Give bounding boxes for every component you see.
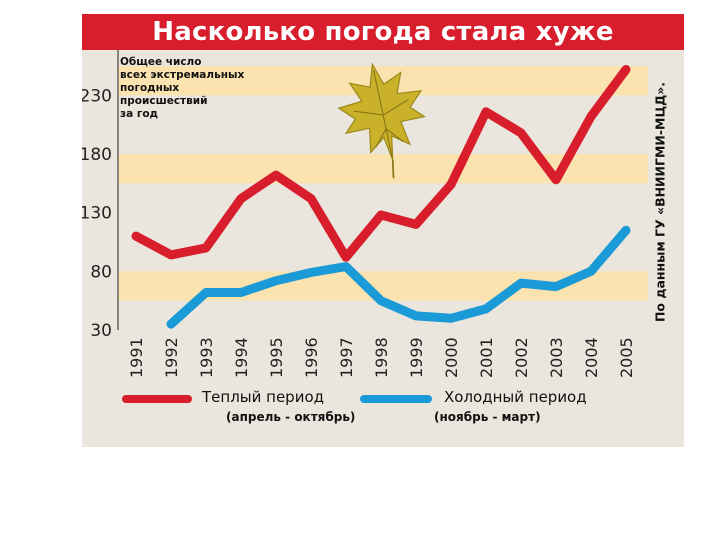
chart-title: Насколько погода стала хуже bbox=[152, 17, 614, 47]
x-tick-label: 1993 bbox=[197, 337, 216, 378]
series-line-warm bbox=[131, 65, 631, 262]
y-tick-label: 30 bbox=[90, 321, 112, 341]
legend-swatch-cold bbox=[360, 395, 432, 403]
x-tick-label: 2002 bbox=[512, 337, 531, 378]
x-tick-labels: 1991 1992 1993 1994 1995 1996 1997 1998 1999 2000… bbox=[127, 337, 636, 378]
x-tick-label: 1998 bbox=[372, 337, 391, 378]
y-tick-label: 130 bbox=[82, 204, 112, 224]
title-banner: Насколько погода стала хуже bbox=[82, 14, 684, 50]
y-tick-labels: 30 80 130 180 230 bbox=[82, 86, 112, 341]
x-tick-label: 2005 bbox=[617, 337, 636, 378]
x-tick-label: 1992 bbox=[162, 337, 181, 378]
x-tick-label: 1996 bbox=[302, 337, 321, 378]
legend-swatch-warm bbox=[122, 395, 192, 403]
x-tick-label: 1991 bbox=[127, 337, 146, 378]
infographic-card: Насколько погода стала хуже 30 80 130 180 23… bbox=[82, 14, 684, 447]
legend-label-cold: Холодный период bbox=[444, 388, 587, 406]
x-tick-label: 2000 bbox=[442, 337, 461, 378]
series-line-cold bbox=[166, 225, 631, 329]
x-tick-label: 1995 bbox=[267, 337, 286, 378]
legend-sublabel-cold: (ноябрь - март) bbox=[434, 410, 541, 424]
y-tick-label: 180 bbox=[82, 145, 112, 165]
x-tick-label: 1994 bbox=[232, 337, 251, 378]
source-text: По данным ГУ «ВНИИГМИ-МЦД». bbox=[652, 81, 668, 323]
legend-sublabel-warm: (апрель - октябрь) bbox=[226, 410, 356, 424]
x-tick-label: 2004 bbox=[582, 337, 601, 378]
y-tick-label: 80 bbox=[90, 262, 112, 282]
series-lines bbox=[131, 65, 631, 329]
legend-item-cold: Холодный период (ноябрь - март) bbox=[360, 388, 620, 433]
legend-label-warm: Теплый период bbox=[202, 388, 324, 406]
maple-leaf-icon bbox=[337, 62, 426, 179]
x-tick-label: 1997 bbox=[337, 337, 356, 378]
y-tick-label: 230 bbox=[82, 86, 112, 106]
x-tick-label: 1999 bbox=[407, 337, 426, 378]
x-tick-label: 2003 bbox=[547, 337, 566, 378]
legend-item-warm: Теплый период (апрель - октябрь) bbox=[122, 388, 362, 433]
source-note: По данным ГУ «ВНИИГМИ-МЦД». bbox=[650, 66, 670, 338]
y-axis-label: Общее число всех экстремальных погодных … bbox=[120, 56, 245, 120]
x-tick-label: 2001 bbox=[477, 337, 496, 378]
